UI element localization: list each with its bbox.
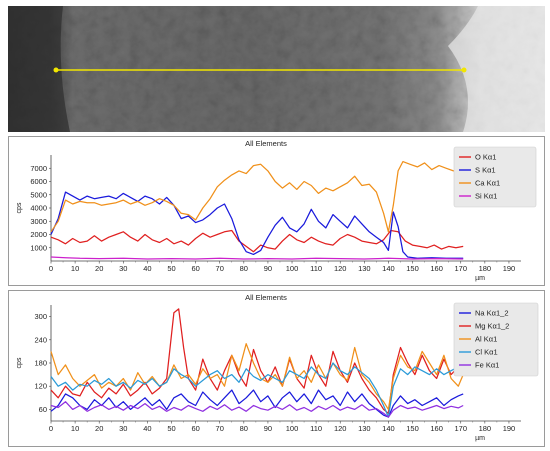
series-line-2	[50, 343, 464, 411]
x-tick-label: 190	[503, 424, 516, 433]
chart-major-elements: All Elements1000200030004000500060007000…	[16, 139, 537, 282]
y-tick-label: 4000	[30, 204, 47, 213]
y-tick-label: 2000	[30, 230, 47, 239]
y-tick-label: 6000	[30, 177, 47, 186]
sem-micrograph	[8, 6, 545, 132]
x-tick-label: 20	[95, 424, 103, 433]
x-tick-label: 60	[191, 264, 199, 273]
series-line-0	[50, 229, 464, 253]
legend-box	[453, 302, 539, 377]
x-tick-label: 90	[264, 264, 272, 273]
x-tick-label: 0	[49, 424, 53, 433]
x-tick-label: 40	[143, 264, 151, 273]
x-tick-label: 120	[334, 264, 347, 273]
legend-label-2: Ca Kα1	[475, 179, 500, 188]
legend-label-4: Fe Kα1	[475, 361, 499, 370]
legend-label-0: Na Kα1_2	[475, 309, 509, 318]
legend-box	[453, 146, 537, 208]
legend-label-2: Al Kα1	[475, 335, 497, 344]
x-axis-label: µm	[475, 435, 485, 442]
x-tick-label: 110	[310, 424, 322, 433]
x-tick-label: 100	[286, 264, 299, 273]
y-tick-label: 300	[34, 312, 47, 321]
x-tick-label: 170	[454, 424, 467, 433]
x-tick-label: 50	[167, 424, 175, 433]
x-tick-label: 130	[358, 264, 371, 273]
series-line-1	[50, 191, 464, 259]
x-tick-label: 80	[240, 424, 248, 433]
x-tick-label: 130	[358, 424, 371, 433]
legend-label-3: Si Kα1	[475, 192, 497, 201]
chart-title: All Elements	[245, 139, 287, 148]
x-tick-label: 70	[216, 424, 224, 433]
legend-label-1: S Kα1	[475, 166, 496, 175]
legend-label-1: Mg Kα1_2	[475, 322, 509, 331]
x-tick-label: 170	[454, 264, 467, 273]
x-tick-label: 180	[479, 424, 492, 433]
series-line-1	[50, 308, 464, 414]
y-tick-label: 60	[39, 405, 47, 414]
x-tick-label: 110	[310, 264, 322, 273]
x-tick-label: 10	[71, 264, 79, 273]
x-tick-label: 180	[479, 264, 492, 273]
y-tick-label: 180	[34, 359, 47, 368]
x-tick-label: 190	[503, 264, 516, 273]
y-tick-label: 7000	[30, 164, 47, 173]
chart-panel-minor-elements: All Elements 60 120 180 240 300 0 10 20 30 40 50 60 7…	[8, 290, 545, 447]
y-axis-label: cps	[16, 202, 23, 213]
chart-title: All Elements	[245, 293, 287, 302]
x-tick-label: 30	[119, 424, 127, 433]
linescan-start-handle[interactable]	[53, 67, 59, 73]
x-tick-label: 60	[191, 424, 199, 433]
x-axis-label: µm	[475, 275, 485, 282]
x-tick-label: 40	[143, 424, 151, 433]
y-axis-label: cps	[16, 357, 23, 368]
series-line-4	[50, 401, 464, 418]
x-tick-label: 90	[264, 424, 272, 433]
x-tick-label: 10	[71, 424, 79, 433]
x-tick-label: 0	[49, 264, 53, 273]
x-tick-label: 100	[286, 424, 299, 433]
y-tick-label: 5000	[30, 190, 47, 199]
x-tick-label: 150	[406, 424, 419, 433]
series-line-0	[50, 389, 464, 418]
x-tick-label: 140	[382, 264, 395, 273]
y-tick-label: 3000	[30, 217, 47, 226]
y-tick-label: 240	[34, 335, 47, 344]
x-tick-label: 160	[430, 264, 443, 273]
x-tick-label: 30	[119, 264, 127, 273]
x-tick-label: 140	[382, 424, 395, 433]
x-tick-label: 80	[240, 264, 248, 273]
sem-image	[8, 6, 545, 132]
chart-panel-major-elements: All Elements 1000 2000 3000 4000 5000 6000 7000…	[8, 136, 545, 286]
x-tick-label: 120	[334, 424, 347, 433]
x-tick-label: 20	[95, 264, 103, 273]
y-tick-label: 1000	[30, 243, 47, 252]
x-tick-label: 50	[167, 264, 175, 273]
x-tick-label: 150	[406, 264, 419, 273]
series-line-3	[50, 362, 464, 418]
x-tick-label: 160	[430, 424, 443, 433]
legend-label-0: O Kα1	[475, 153, 496, 162]
x-tick-label: 70	[216, 264, 224, 273]
chart-minor-elements: All Elements 60 120 180 240 300 0 10 20 30 40 50 60 7…	[16, 293, 539, 442]
y-tick-label: 120	[34, 382, 47, 391]
linescan-end-handle[interactable]	[461, 67, 467, 73]
series-line-2	[50, 160, 464, 233]
series-line-3	[50, 256, 464, 260]
legend-label-3: Cl Kα1	[475, 348, 498, 357]
